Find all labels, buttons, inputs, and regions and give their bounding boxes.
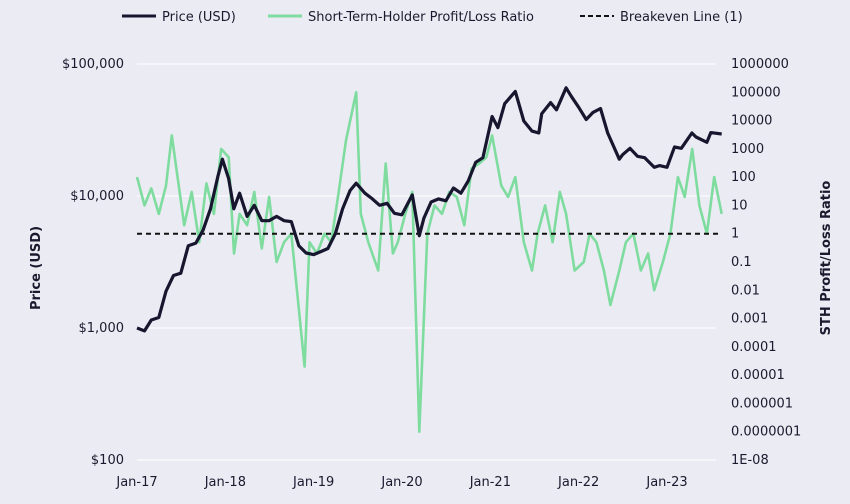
legend-label: Breakeven Line (1) bbox=[620, 10, 743, 25]
right-tick-label: 0.001 bbox=[731, 312, 768, 327]
left-axis: $100 $1,000 $10,000 $100,000 bbox=[62, 57, 124, 468]
legend-label: Short-Term-Holder Profit/Loss Ratio bbox=[308, 10, 534, 25]
series-line-0 bbox=[136, 86, 722, 333]
x-tick-label: Jan-23 bbox=[645, 475, 687, 490]
grid bbox=[137, 63, 716, 461]
right-tick-label: 1 bbox=[731, 227, 739, 242]
right-tick-label: 0.0001 bbox=[731, 340, 777, 355]
right-tick-label: 10000 bbox=[731, 114, 772, 129]
right-tick-label: 0.1 bbox=[731, 255, 752, 270]
right-tick-label: 10 bbox=[731, 198, 748, 213]
right-tick-label: 0.000001 bbox=[731, 396, 793, 411]
x-tick-label: Jan-18 bbox=[204, 475, 246, 490]
right-axis-title: STH Profit/Loss Ratio bbox=[819, 181, 834, 336]
x-tick-label: Jan-20 bbox=[380, 475, 422, 490]
x-tick-label: Jan-19 bbox=[292, 475, 334, 490]
series-layer bbox=[135, 86, 723, 434]
left-tick-label: $100 bbox=[91, 453, 124, 468]
right-tick-label: 100 bbox=[731, 170, 756, 185]
right-tick-label: 0.00001 bbox=[731, 368, 785, 383]
right-tick-label: 1E-08 bbox=[731, 453, 769, 468]
x-tick-label: Jan-17 bbox=[115, 475, 157, 490]
legend-label: Price (USD) bbox=[162, 10, 236, 25]
legend: Price (USD) Short-Term-Holder Profit/Loss… bbox=[122, 10, 743, 25]
right-tick-label: 100000 bbox=[731, 85, 781, 100]
left-tick-label: $1,000 bbox=[79, 321, 125, 336]
right-tick-label: 0.0000001 bbox=[731, 425, 801, 440]
x-tick-label: Jan-21 bbox=[469, 475, 511, 490]
x-axis: Jan-17 Jan-18 Jan-19 Jan-20 Jan-21 Jan-22 Jan-… bbox=[115, 475, 687, 490]
series-line-1 bbox=[135, 91, 723, 434]
x-tick-label: Jan-22 bbox=[557, 475, 599, 490]
right-tick-label: 1000000 bbox=[731, 57, 789, 72]
left-tick-label: $100,000 bbox=[62, 57, 124, 72]
right-tick-label: 0.01 bbox=[731, 283, 760, 298]
left-tick-label: $10,000 bbox=[70, 189, 124, 204]
right-tick-label: 1000 bbox=[731, 142, 764, 157]
left-axis-title: Price (USD) bbox=[29, 226, 44, 310]
right-axis: 1E-08 0.0000001 0.000001 0.00001 0.0001 0.001… bbox=[731, 57, 801, 468]
